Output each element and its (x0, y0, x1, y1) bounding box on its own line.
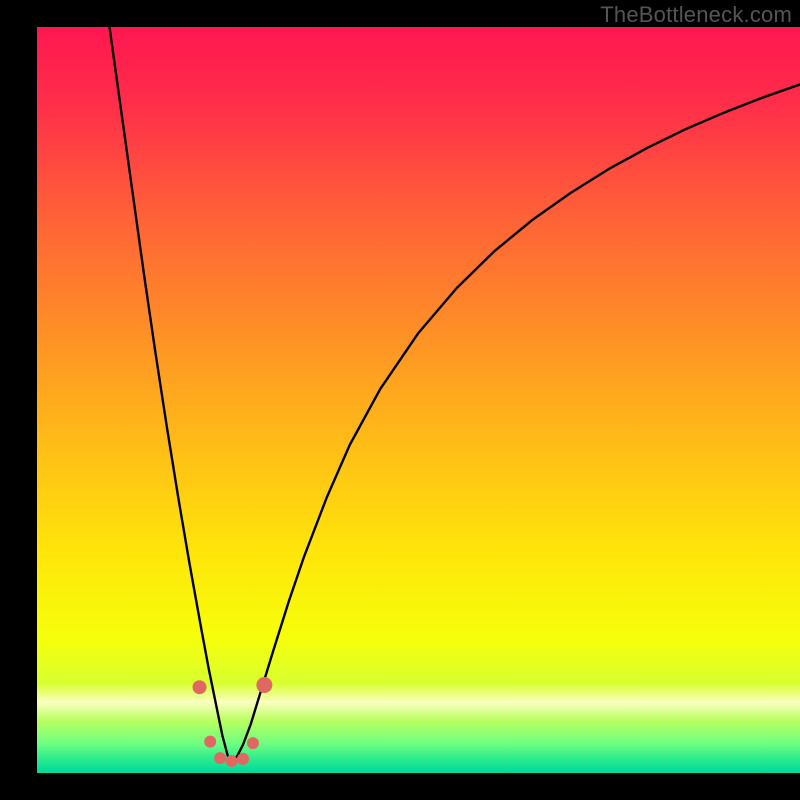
watermark-text: TheBottleneck.com (600, 2, 792, 28)
chart-svg (0, 0, 800, 800)
chart-plot-background (37, 27, 800, 773)
chart-container: TheBottleneck.com (0, 0, 800, 800)
curve-marker (237, 753, 249, 765)
curve-marker (256, 677, 272, 693)
curve-marker (247, 737, 259, 749)
curve-marker (214, 752, 226, 764)
curve-marker (226, 755, 238, 767)
curve-marker (204, 736, 216, 748)
curve-marker (193, 680, 207, 694)
